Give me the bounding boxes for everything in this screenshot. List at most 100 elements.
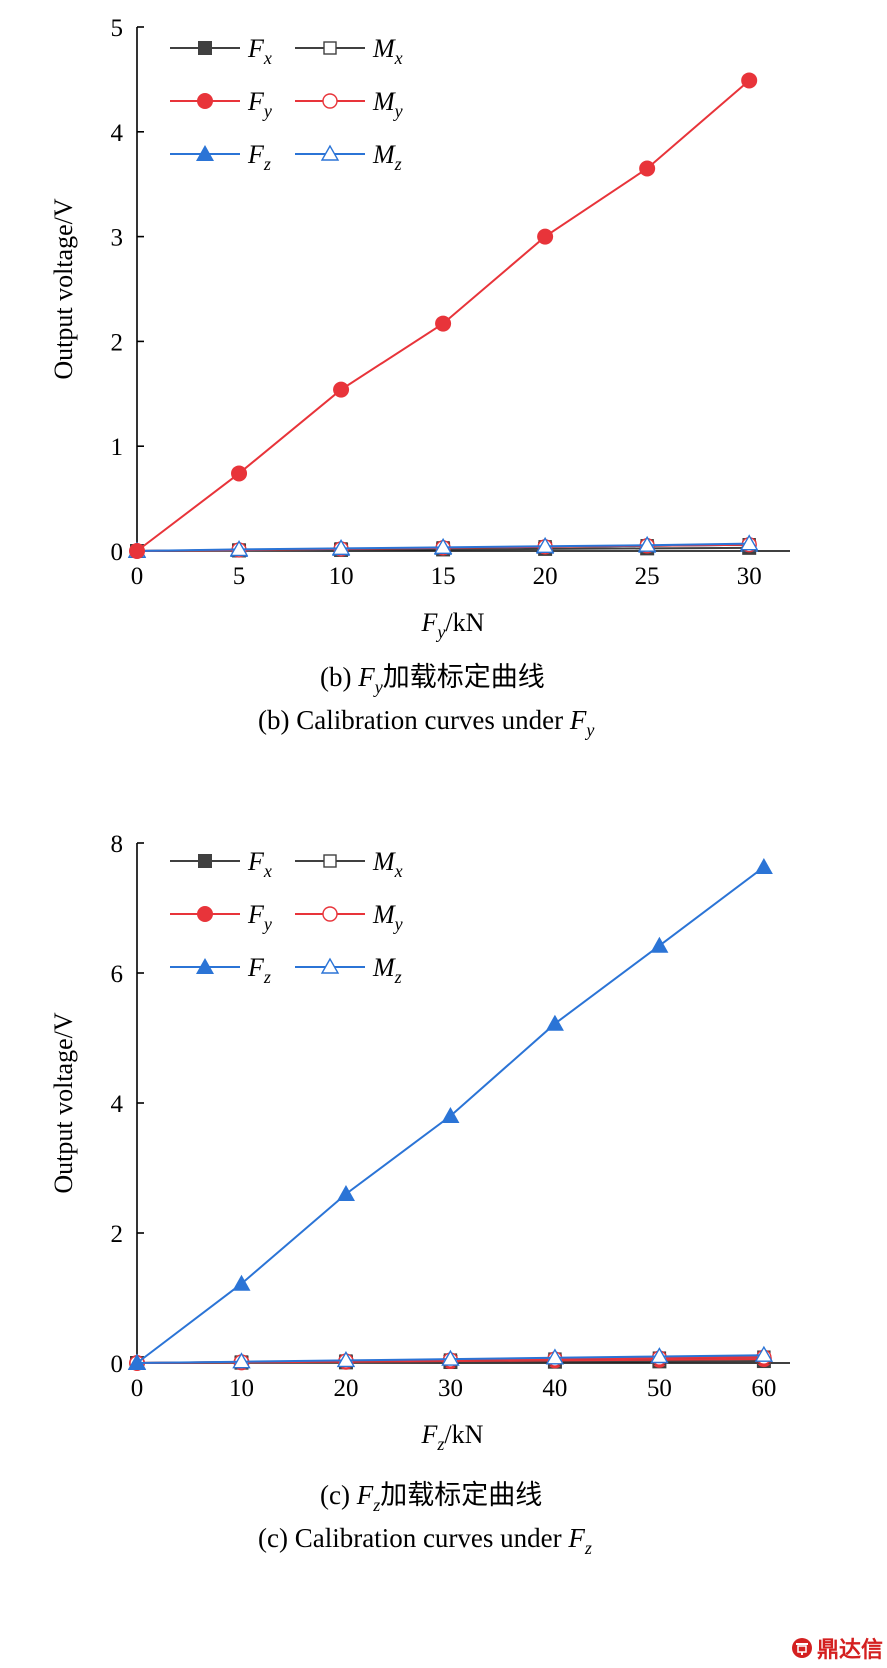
data-point-Mz	[535, 536, 555, 553]
legend-entry-My: My	[295, 900, 403, 934]
legend-marker-Mz	[320, 957, 340, 974]
legend-entry-Fz: Fz	[170, 953, 271, 987]
caption-cn: (b) Fy加载标定曲线	[320, 662, 545, 697]
y-tick-label: 5	[111, 15, 124, 42]
data-point-Fz	[232, 1274, 251, 1291]
x-axis-title-sub: y	[435, 622, 445, 642]
data-point-Fy	[333, 381, 350, 398]
data-point-Fz	[336, 1185, 355, 1201]
caption-cn-sub: y	[373, 677, 383, 697]
data-point-Mz	[754, 1345, 774, 1362]
series-Fz	[128, 858, 773, 1370]
x-tick-label: 30	[438, 1375, 463, 1402]
data-point-Mz	[650, 1347, 669, 1364]
y-tick-label: 8	[111, 831, 124, 858]
x-tick-label: 15	[431, 563, 456, 590]
x-tick-label: 5	[233, 563, 246, 590]
legend-label-Fx-base: F	[247, 34, 265, 63]
legend-label-Mx: Mx	[372, 847, 403, 881]
x-tick-label: 10	[329, 563, 354, 590]
caption-cn: (c) Fz加载标定曲线	[320, 1480, 542, 1515]
caption-cn-base: F	[357, 662, 375, 692]
data-point-Fy	[741, 72, 758, 89]
legend-label-Fx-sub: x	[263, 861, 272, 881]
legend-label-Fx-base: F	[247, 847, 265, 876]
data-point-Mz	[336, 1350, 356, 1368]
legend-marker-Fz	[196, 958, 214, 974]
legend-label-Fz-base: F	[247, 953, 265, 982]
x-tick-label: 20	[533, 563, 558, 590]
caption-cn-prefix: (c)	[320, 1480, 357, 1510]
legend-label-My-sub: y	[393, 914, 403, 934]
legend-entry-Fx: Fx	[170, 847, 272, 881]
legend-label-Mz: Mz	[372, 140, 402, 174]
data-point-Fz	[128, 1354, 146, 1370]
legend-entry-Mx: Mx	[295, 847, 403, 881]
x-axis-title-suffix: /kN	[445, 608, 484, 637]
data-point-Mz	[229, 540, 249, 557]
legend-label-Fy-base: F	[247, 87, 265, 116]
legend-entry-Mz: Mz	[295, 140, 402, 174]
data-point-Fy	[231, 465, 248, 482]
legend-label-Fx: Fx	[247, 34, 272, 68]
data-point-Mz	[637, 535, 657, 552]
x-axis-title-base: F	[421, 608, 439, 637]
legend-label-Mx-base: M	[372, 34, 396, 63]
legend-entry-Mz: Mz	[295, 953, 402, 987]
x-tick-label: 30	[737, 563, 762, 590]
legend-label-Mz-sub: z	[394, 154, 402, 174]
y-tick-label: 0	[111, 1351, 124, 1378]
data-point-Mz	[232, 1352, 251, 1369]
legend-marker-My	[322, 906, 338, 922]
legend-marker-Mx	[323, 41, 337, 55]
caption-cn-base: F	[356, 1480, 374, 1510]
data-point-Fz	[754, 858, 773, 875]
legend-entry-Fy: Fy	[170, 87, 272, 121]
legend-marker-Fx	[198, 854, 212, 868]
legend-label-My: My	[372, 900, 403, 934]
data-point-Fz	[545, 1014, 564, 1031]
caption-cn-suffix: 加载标定曲线	[383, 662, 545, 692]
x-tick-label: 25	[635, 563, 660, 590]
legend-label-Fy: Fy	[247, 87, 272, 121]
data-point-Mz	[433, 537, 453, 555]
y-tick-label: 4	[111, 1091, 124, 1118]
data-point-Mz	[331, 538, 351, 556]
data-point-Mz	[441, 1349, 460, 1366]
caption-en-prefix: (b) Calibration curves under	[258, 705, 570, 735]
legend-label-Mz-base: M	[372, 140, 396, 169]
caption-en-base: F	[567, 1523, 585, 1553]
legend-entry-Fx: Fx	[170, 34, 272, 68]
y-axis-title: Output voltage/V	[49, 198, 78, 379]
data-point-Fz	[441, 1107, 460, 1123]
caption-en-base: F	[569, 705, 587, 735]
x-tick-label: 50	[647, 1375, 672, 1402]
legend-label-Fz-sub: z	[263, 154, 271, 174]
data-point-Fz	[650, 936, 669, 953]
x-axis-title-sub: z	[436, 1434, 444, 1454]
legend-label-Fy-base: F	[247, 900, 265, 929]
watermark: 鼎达信	[790, 1632, 883, 1664]
y-tick-label: 0	[111, 539, 124, 566]
legend-label-Fz: Fz	[247, 953, 271, 987]
legend-marker-Fy	[197, 906, 213, 922]
y-tick-label: 6	[111, 961, 124, 988]
legend-entry-My: My	[295, 87, 403, 121]
caption-en-sub: y	[584, 720, 594, 740]
series-Fy	[129, 72, 758, 559]
legend-label-Fz-base: F	[247, 140, 265, 169]
watermark-text: 鼎达信	[817, 1638, 884, 1663]
x-axis-title: Fz/kN	[421, 1420, 484, 1454]
x-axis-title: Fy/kN	[421, 608, 485, 642]
legend-label-Mx-base: M	[372, 847, 396, 876]
caption-cn-prefix: (b)	[320, 662, 358, 692]
legend-label-Mz-sub: z	[394, 967, 402, 987]
legend-label-Fz: Fz	[247, 140, 271, 174]
data-point-Mz	[739, 534, 759, 551]
y-tick-label: 2	[111, 1221, 124, 1248]
legend-marker-Fz	[196, 145, 214, 161]
legend-label-Fx-sub: x	[263, 48, 272, 68]
legend-marker-Fy	[197, 93, 213, 109]
